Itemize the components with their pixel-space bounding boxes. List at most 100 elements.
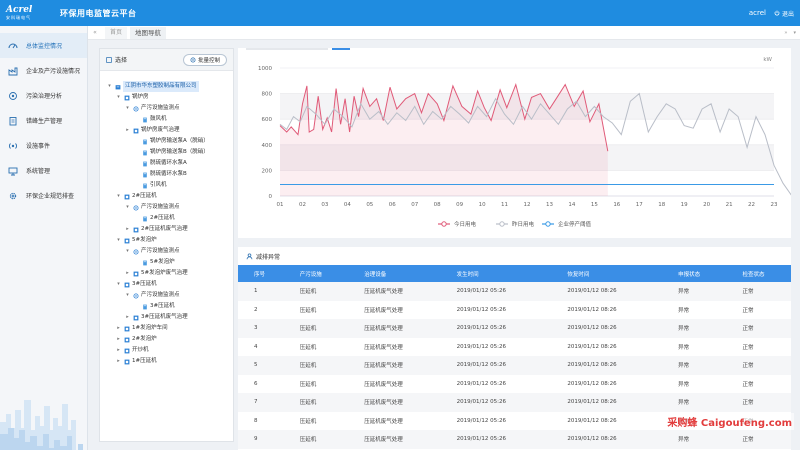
tree-node[interactable]: ▸ 3#压延机废气治理 <box>100 312 233 323</box>
tree-node[interactable]: ▸ 1#发泡炉车间 <box>100 323 233 334</box>
table-cell: 压延机废气处理 <box>364 381 403 388</box>
sidebar-item-enterprise[interactable]: 企业及产污设施情况 <box>0 58 87 83</box>
tree-node-label: 产污设施监测点 <box>141 105 180 111</box>
tab-options-chevron-icon[interactable]: ▾ <box>793 30 796 36</box>
table-row[interactable]: 3 压延机 压延机废气处理 2019/01/12 05:26 2019/01/12 08… <box>238 319 791 338</box>
tree-node[interactable]: ▾ 产污设施监测点 <box>100 290 233 301</box>
table-header-row: 序号 产污设施 治理设备 发生时间 恢复时间 申报状态 检查状态 <box>238 265 791 282</box>
tree-node[interactable]: ▾ 产污设施监测点 <box>100 246 233 257</box>
tree-node[interactable]: 5#发泡炉 <box>100 257 233 268</box>
tree-node-label: 脱硫循环水泵A <box>150 160 187 166</box>
tree-node[interactable]: ▸ 2#压延机废气治理 <box>100 224 233 235</box>
table-cell: 异常 <box>678 437 690 444</box>
facility-icon <box>124 337 130 342</box>
clipboard-icon <box>9 116 17 125</box>
tree-node[interactable]: ▾ 产污设施监测点 <box>100 103 233 114</box>
x-tick-label: 03 <box>321 202 328 208</box>
expand-toggle-icon[interactable]: ▸ <box>126 127 129 133</box>
monitor-point-icon <box>133 249 139 254</box>
tree-node[interactable]: ▸ 2#发泡炉 <box>100 334 233 345</box>
expand-toggle-icon[interactable]: ▾ <box>108 83 111 89</box>
tab-map-navigation[interactable]: 地图导航 <box>130 26 167 39</box>
expand-toggle-icon[interactable]: ▸ <box>117 358 120 364</box>
device-tree-panel: 选择 批量控制 ▾ 江阴市华东塑胶制品有限公司 ▾ 锅炉房 ▾ 产污设施监测点 鼓风机 ▸ 锅炉… <box>99 48 234 442</box>
expand-toggle-icon[interactable]: ▾ <box>117 281 120 287</box>
tree-node[interactable]: 鼓风机 <box>100 114 233 125</box>
tree-node[interactable]: ▾ 3#压延机 <box>100 279 233 290</box>
tree-node[interactable]: 锅炉房输送泵B（脱硝） <box>100 147 233 158</box>
table-row[interactable]: 6 压延机 压延机废气处理 2019/01/12 05:26 2019/01/12 08… <box>238 374 791 393</box>
expand-toggle-icon[interactable]: ▾ <box>117 193 120 199</box>
table-cell: 1 <box>254 288 258 295</box>
tree-node[interactable]: ▾ 产污设施监测点 <box>100 202 233 213</box>
table-row[interactable]: 1 压延机 压延机废气处理 2019/01/12 05:26 2019/01/12 08… <box>238 282 791 301</box>
tree-node[interactable]: ▾ 锅炉房 <box>100 92 233 103</box>
chart-unit-label: kW <box>763 57 772 63</box>
table-row[interactable]: 4 压延机 压延机废气处理 2019/01/12 05:26 2019/01/12 08… <box>238 337 791 356</box>
tree-node[interactable]: 脱硫循环水泵A <box>100 158 233 169</box>
chart-band <box>280 144 774 171</box>
expand-toggle-icon[interactable]: ▾ <box>117 237 120 243</box>
tree-node[interactable]: 2#压延机 <box>100 213 233 224</box>
sidebar-item-inspection[interactable]: 环保企业规范排查 <box>0 183 87 208</box>
tree-node-label: 2#压延机 <box>132 193 157 199</box>
table-cell: 正常 <box>742 344 754 351</box>
tree-node[interactable]: 引风机 <box>100 180 233 191</box>
tab-scroll-left-icon[interactable]: « <box>93 29 97 36</box>
tree-node[interactable]: 脱硫循环水泵B <box>100 169 233 180</box>
power-chart-panel: kW 0 200 400 600 800 1000 01 02 03 04 05 06 07 08 09 10 1… <box>238 48 791 238</box>
expand-toggle-icon[interactable]: ▾ <box>126 248 129 254</box>
tree-node[interactable]: ▸ 1#压延机 <box>100 356 233 367</box>
column-header: 申报状态 <box>678 271 701 278</box>
table-row[interactable]: 5 压延机 压延机废气处理 2019/01/12 05:26 2019/01/12 08… <box>238 356 791 375</box>
expand-toggle-icon[interactable]: ▾ <box>126 204 129 210</box>
target-icon <box>9 91 17 100</box>
sidebar-item-peak[interactable]: 错峰生产管理 <box>0 108 87 133</box>
user-name[interactable]: acrel <box>748 9 766 17</box>
table-cell: 2019/01/12 05:26 <box>456 380 506 387</box>
tree-node[interactable]: ▾ 江阴市华东塑胶制品有限公司 <box>100 81 233 92</box>
table-cell: 2019/01/12 05:26 <box>456 288 506 295</box>
y-tick-label: 0 <box>269 194 273 200</box>
tree-node[interactable]: ▸ 5#发泡炉废气治理 <box>100 268 233 279</box>
expand-toggle-icon[interactable]: ▾ <box>126 105 129 111</box>
table-cell: 9 <box>254 436 258 443</box>
table-row[interactable]: 9 压延机 压延机废气处理 2019/01/12 05:26 2019/01/12 08… <box>238 430 791 449</box>
table-cell: 压延机 <box>299 307 317 314</box>
table-row[interactable]: 2 压延机 压延机废气处理 2019/01/12 05:26 2019/01/12 08… <box>238 300 791 319</box>
column-header: 治理设备 <box>364 271 387 278</box>
facility-icon <box>133 227 139 232</box>
tree-node[interactable]: ▾ 5#发泡炉 <box>100 235 233 246</box>
tree-node[interactable]: ▸ 锅炉房废气治理 <box>100 125 233 136</box>
table-cell: 3 <box>254 325 258 332</box>
table-row[interactable]: 7 压延机 压延机废气处理 2019/01/12 05:26 2019/01/12 08… <box>238 393 791 412</box>
batch-control-button[interactable]: 批量控制 <box>182 53 227 66</box>
x-tick-label: 21 <box>726 202 733 208</box>
expand-toggle-icon[interactable]: ▸ <box>126 226 129 232</box>
sidebar-item-overview[interactable]: 总体监控情况 <box>0 33 87 58</box>
tree-header-label: 选择 <box>115 57 128 64</box>
expand-toggle-icon[interactable]: ▸ <box>126 270 129 276</box>
expand-toggle-icon[interactable]: ▾ <box>126 292 129 298</box>
tree-node[interactable]: ▾ 2#压延机 <box>100 191 233 202</box>
expand-toggle-icon[interactable]: ▸ <box>126 314 129 320</box>
sidebar-item-pollution[interactable]: 污染治理分析 <box>0 83 87 108</box>
tree-node[interactable]: 3#压延机 <box>100 301 233 312</box>
tree-node[interactable]: ▸ 开炒机 <box>100 345 233 356</box>
table-cell: 压延机废气处理 <box>364 326 403 333</box>
expand-toggle-icon[interactable]: ▾ <box>117 94 120 100</box>
sidebar-item-system[interactable]: 系统管理 <box>0 158 87 183</box>
dashboard-icon <box>8 43 18 48</box>
expand-toggle-icon[interactable]: ▸ <box>117 347 120 353</box>
tab-home[interactable]: 首页 <box>105 26 128 39</box>
table-row[interactable]: 8 压延机 压延机废气处理 2019/01/12 05:26 2019/01/12 08… <box>238 411 791 430</box>
sidebar-item-events[interactable]: 设施事件 <box>0 133 87 158</box>
tab-scroll-right-icon[interactable]: » <box>784 30 788 36</box>
batch-control-label: 批量控制 <box>197 57 220 64</box>
expand-toggle-icon[interactable]: ▸ <box>117 336 120 342</box>
logout-label: 退出 <box>781 10 794 18</box>
tree-node[interactable]: 锅炉房输送泵A（脱硝） <box>100 136 233 147</box>
tree-node-label: 3#压延机 <box>132 281 157 287</box>
logout-button[interactable]: 退出 <box>774 9 794 18</box>
expand-toggle-icon[interactable]: ▸ <box>117 325 120 331</box>
